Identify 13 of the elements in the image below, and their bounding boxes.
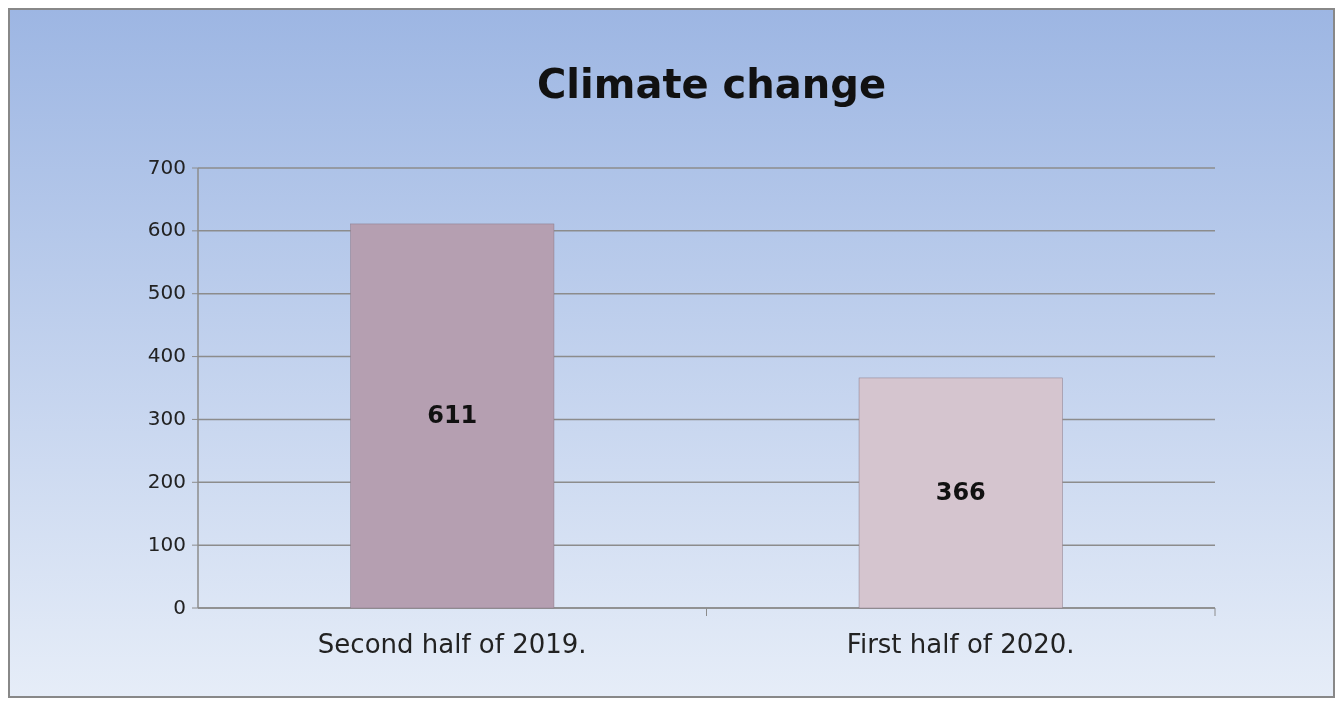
data-label: 366: [935, 477, 986, 506]
data-label: 611: [427, 400, 478, 429]
x-tick-label: Second half of 2019.: [317, 629, 587, 659]
y-tick-label: 300: [147, 405, 186, 430]
x-tick-label: First half of 2020.: [846, 629, 1075, 659]
y-tick-label: 0: [173, 594, 186, 619]
y-tick-label: 500: [147, 280, 186, 305]
y-tick-label: 700: [147, 154, 186, 179]
y-tick-label: 100: [147, 531, 186, 556]
y-tick-label: 400: [147, 343, 186, 368]
y-tick-label: 600: [147, 217, 186, 242]
y-tick-label: 200: [147, 468, 186, 493]
chart-title: Climate change: [536, 61, 887, 107]
